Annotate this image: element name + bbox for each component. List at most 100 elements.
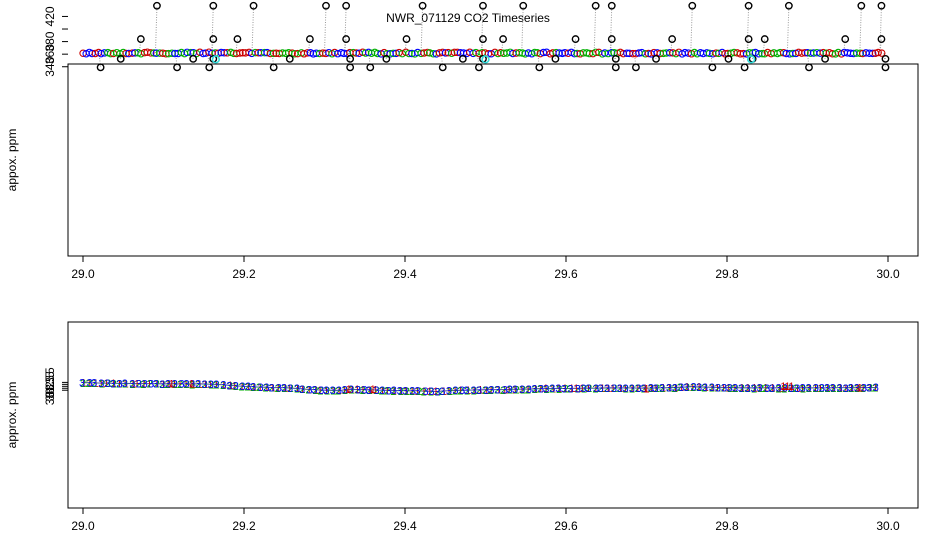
- bottom-point-2: 2: [867, 383, 873, 395]
- bottom-point-2: 2: [543, 384, 549, 396]
- bottom-point-2: 2: [654, 383, 660, 395]
- bottom-point-1: 1: [678, 382, 684, 394]
- bottom-point-3: 3: [306, 384, 312, 396]
- bottom-point-1: 1: [610, 383, 616, 395]
- top-high-outlier: [784, 1, 793, 10]
- bottom-point-2: 2: [739, 383, 745, 395]
- bottom-point-3: 3: [593, 383, 599, 395]
- bottom-point-3: 3: [568, 383, 574, 395]
- bottom-point-2: 2: [233, 381, 239, 393]
- bottom-point-1: 1: [257, 382, 263, 394]
- bottom-point-2: 2: [447, 386, 453, 398]
- top-low-outlier: [346, 54, 355, 63]
- bottom-red-spike: 1: [643, 383, 649, 395]
- bottom-point-1: 1: [446, 385, 452, 397]
- bottom-series-line: [83, 382, 876, 392]
- bottom-point-1: 1: [483, 385, 489, 397]
- bottom-point-2: 2: [709, 383, 715, 395]
- bottom-point-3: 3: [409, 385, 415, 397]
- bottom-point-1: 1: [317, 385, 323, 397]
- bottom-point-2: 2: [806, 383, 812, 395]
- bottom-point-1: 1: [116, 378, 122, 390]
- bottom-point-3: 3: [788, 383, 794, 395]
- bottom-point-3: 3: [702, 382, 708, 394]
- top-mid-outlier: [668, 35, 677, 43]
- bottom-point-3: 3: [476, 385, 482, 397]
- top-low-outlier: [652, 54, 660, 63]
- bottom-point-1: 1: [403, 385, 409, 397]
- bottom-point-2: 2: [184, 379, 190, 391]
- top-baseline-point: [868, 49, 877, 58]
- bottom-point-3: 3: [652, 383, 658, 395]
- bottom-point-3: 3: [117, 378, 123, 390]
- bottom-point-1: 1: [130, 378, 136, 390]
- bottom-point-1: 1: [146, 378, 152, 390]
- bottom-point-1: 1: [336, 385, 342, 397]
- bottom-point-3: 3: [276, 382, 282, 394]
- top-baseline-point: [570, 49, 579, 58]
- bottom-point-1: 1: [134, 379, 140, 391]
- top-baseline-point: [801, 48, 809, 57]
- bottom-point-3: 3: [208, 379, 214, 391]
- bottom-point-3: 3: [415, 386, 421, 398]
- bottom-point-2: 2: [476, 385, 482, 397]
- bottom-point-3: 3: [299, 384, 305, 396]
- bottom-point-3: 3: [245, 381, 251, 393]
- bottom-point-1: 1: [366, 385, 372, 397]
- bottom-point-3: 3: [391, 385, 397, 397]
- bottom-point-1: 1: [93, 378, 99, 390]
- bottom-point-3: 3: [769, 383, 775, 395]
- bottom-point-1: 1: [160, 379, 166, 391]
- bottom-point-1: 1: [372, 385, 378, 397]
- bottom-point-3: 3: [226, 380, 232, 392]
- bottom-point-3: 3: [726, 383, 732, 395]
- bottom-point-3: 3: [379, 385, 385, 397]
- bottom-red-spike: 1: [857, 382, 863, 394]
- top-baseline-point: [758, 49, 766, 58]
- top-mid-outlier: [841, 35, 850, 43]
- bottom-point-1: 1: [171, 379, 177, 391]
- bottom-point-2: 2: [312, 385, 318, 397]
- bottom-plot-frame: [67, 321, 919, 509]
- bottom-point-2: 2: [549, 384, 555, 396]
- bottom-point-2: 2: [85, 378, 91, 390]
- top-bottom-outlier: [438, 63, 447, 72]
- top-baseline-point: [797, 49, 806, 57]
- bottom-point-1: 1: [414, 386, 420, 398]
- bottom-point-2: 2: [500, 385, 506, 397]
- bottom-point-2: 2: [390, 386, 396, 398]
- bottom-point-3: 3: [538, 383, 544, 395]
- bottom-point-3: 3: [659, 383, 665, 395]
- bottom-point-2: 2: [520, 385, 526, 397]
- top-low-outlier: [611, 54, 620, 63]
- top-y-tick-label: 420: [43, 6, 57, 26]
- bottom-point-1: 1: [709, 382, 715, 394]
- bottom-x-tick-label: 29.8: [715, 519, 739, 533]
- bottom-point-3: 3: [366, 385, 372, 397]
- bottom-point-3: 3: [715, 382, 721, 394]
- top-bottom-outlier: [881, 63, 890, 72]
- top-high-outlier: [519, 1, 528, 10]
- bottom-point-2: 2: [581, 383, 587, 395]
- bottom-point-1: 1: [732, 383, 738, 395]
- top-baseline-point: [555, 49, 563, 57]
- bottom-point-2: 2: [129, 379, 135, 391]
- bottom-point-1: 1: [306, 384, 312, 396]
- bottom-point-1: 1: [103, 378, 109, 390]
- top-high-outlier: [607, 1, 616, 10]
- top-baseline-point: [644, 49, 653, 58]
- bottom-point-2: 2: [586, 383, 592, 395]
- bottom-point-3: 3: [824, 383, 830, 395]
- bottom-point-1: 1: [177, 379, 183, 391]
- bottom-point-1: 1: [86, 378, 92, 390]
- bottom-point-3: 3: [257, 382, 263, 394]
- bottom-point-3: 3: [800, 383, 806, 395]
- bottom-point-1: 1: [605, 383, 611, 395]
- bottom-point-1: 1: [703, 382, 709, 394]
- bottom-point-2: 2: [384, 386, 390, 398]
- bottom-point-1: 1: [629, 383, 635, 395]
- bottom-point-3: 3: [428, 386, 434, 398]
- bottom-y-tick-label: 381.5: [43, 375, 57, 405]
- bottom-red-spike: 1: [189, 379, 195, 391]
- bottom-point-3: 3: [159, 379, 165, 391]
